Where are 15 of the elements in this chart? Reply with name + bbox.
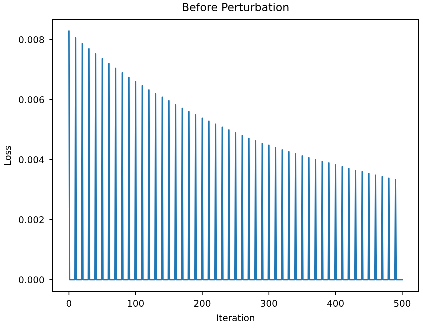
y-tick-label: 0.006 xyxy=(19,96,44,104)
x-tick-label: 0 xyxy=(66,300,72,308)
x-tick-label: 500 xyxy=(394,300,411,308)
y-tick-label: 0.004 xyxy=(19,156,44,164)
y-tick-label: 0.002 xyxy=(19,216,44,224)
x-tick-label: 400 xyxy=(327,300,344,308)
chart-title: Before Perturbation xyxy=(183,2,289,12)
line-series xyxy=(68,30,404,281)
x-tick-label: 100 xyxy=(128,300,144,308)
x-tick-label: 200 xyxy=(194,300,211,308)
y-axis-title: Loss xyxy=(4,146,12,165)
x-tick-label: 300 xyxy=(261,300,278,308)
x-axis-title: Iteration xyxy=(217,314,254,322)
y-tick-label: 0.008 xyxy=(19,36,44,44)
y-tick-label: 0.000 xyxy=(19,276,44,284)
